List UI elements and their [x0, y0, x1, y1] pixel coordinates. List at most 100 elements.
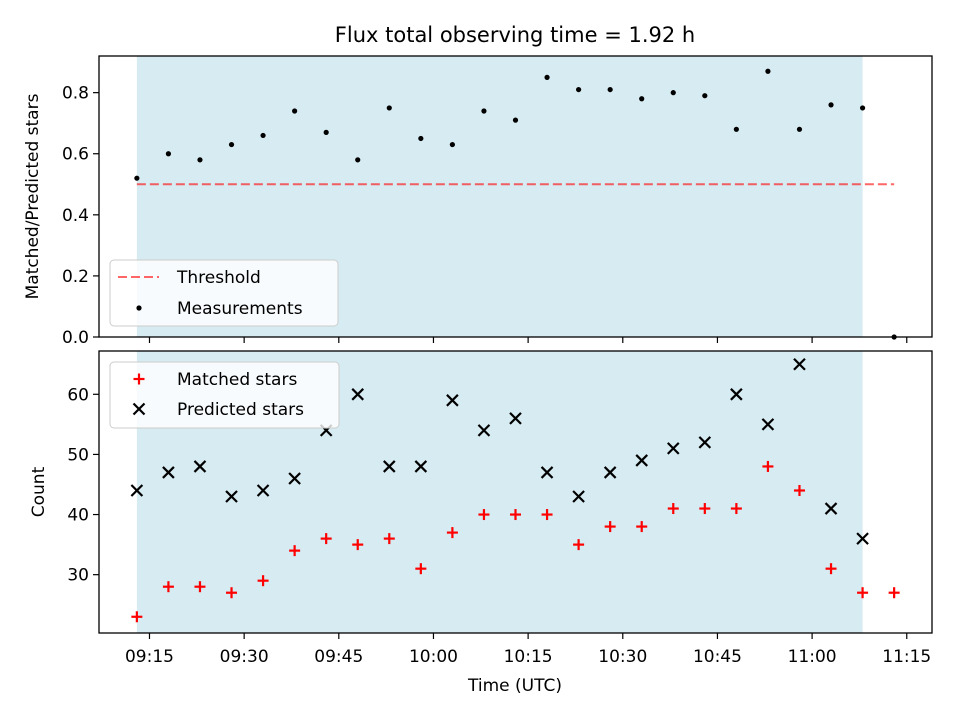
top-panel: 0.00.20.40.60.8 Matched/Predicted stars …	[23, 55, 933, 348]
legend-measurements-swatch	[136, 305, 142, 311]
x-marker-b	[698, 436, 712, 449]
matched-star-point	[762, 460, 774, 472]
predicted-star-point	[288, 472, 301, 485]
measurement-point	[292, 108, 298, 114]
legend-predicted-label: Predicted stars	[177, 400, 304, 420]
measurement-point	[323, 129, 329, 135]
measurement-point	[386, 105, 392, 111]
legend-measurements-label: Measurements	[177, 299, 303, 319]
measurement-point	[355, 157, 361, 163]
measurement-point	[639, 96, 645, 102]
predicted-star-point	[446, 394, 459, 407]
matched-star-point	[793, 484, 805, 496]
measurement-point	[418, 135, 424, 142]
x-marker-b	[540, 466, 554, 479]
measurement-point	[733, 126, 739, 132]
measurement-point	[512, 117, 519, 123]
legend-matched-swatch	[133, 373, 145, 385]
x-axis-label: Time (UTC)	[467, 676, 562, 696]
x-tick-label: 11:00	[788, 647, 837, 667]
predicted-star-point	[414, 460, 428, 473]
predicted-star-point	[540, 466, 554, 479]
x-marker-b	[824, 502, 838, 515]
measurement-point	[670, 90, 676, 96]
predicted-star-point	[130, 484, 144, 497]
y-tick-label: 40	[67, 506, 89, 526]
x-tick-label: 10:45	[693, 647, 742, 667]
bottom-x-axis: 09:15 09:30 09:45 10:00 10:15 10:30 10:45 11:00…	[125, 633, 931, 667]
x-marker-b	[635, 454, 648, 467]
bottom-panel: 30 40 50 60 09:15 09:30 09:45 10:00 10:15 10:30 1…	[29, 350, 933, 696]
predicted-star-point	[383, 460, 396, 473]
y-tick-label: 30	[67, 566, 89, 586]
x-tick-label: 09:45	[314, 647, 363, 667]
measurement-point	[859, 105, 866, 111]
predicted-star-point	[698, 436, 712, 449]
x-marker-b	[383, 460, 396, 473]
matched-star-point	[478, 509, 490, 521]
predicted-star-point	[824, 502, 838, 515]
measurement-point	[576, 86, 582, 93]
y-tick-label: 0.6	[62, 145, 89, 165]
x-marker-b	[256, 484, 270, 497]
matched-star-point	[352, 539, 364, 551]
legend-matched-marker	[133, 373, 145, 385]
predicted-star-point	[193, 460, 207, 473]
x-marker-b	[856, 532, 869, 545]
predicted-stars-series	[130, 357, 869, 545]
y-tick-label: 60	[67, 385, 89, 405]
matched-star-point	[194, 581, 206, 593]
top-y-axis: 0.0 0.2 0.4 0.6 0.8	[62, 84, 99, 348]
x-marker-b	[288, 472, 301, 485]
matched-star-point	[383, 533, 395, 545]
x-marker-b	[193, 460, 207, 473]
predicted-star-point	[635, 454, 648, 467]
matched-stars-series	[131, 460, 900, 623]
x-marker-b	[603, 466, 617, 479]
matched-star-point	[604, 521, 616, 533]
top-legend: Threshold Measurements	[109, 259, 339, 327]
x-tick-label: 11:15	[882, 647, 931, 667]
predicted-star-point	[761, 418, 775, 431]
y-tick-label: 50	[67, 445, 89, 465]
predicted-star-point	[509, 412, 522, 425]
predicted-star-point	[477, 424, 491, 437]
matched-star-point	[289, 545, 301, 557]
x-marker-b	[666, 442, 680, 455]
x-marker-b	[572, 490, 585, 503]
x-marker-b	[130, 484, 144, 497]
y-tick-label: 0.8	[62, 84, 89, 104]
bottom-legend-box	[109, 361, 340, 429]
x-marker-b	[509, 412, 522, 425]
y-tick-label: 0.4	[62, 206, 89, 226]
legend-predicted-swatch	[132, 402, 146, 416]
x-marker-b	[761, 418, 775, 431]
matched-star-point	[257, 575, 269, 587]
measurements-series	[134, 68, 897, 340]
measurement-point	[828, 102, 834, 108]
matched-star-point	[699, 503, 711, 515]
x-marker-b	[446, 394, 459, 407]
matched-star-point	[825, 563, 837, 575]
chart-title: Flux total observing time = 1.92 h	[335, 23, 695, 47]
matched-star-point	[320, 533, 332, 545]
measurement-point	[260, 132, 266, 139]
x-marker-b	[477, 424, 491, 437]
measurement-point	[796, 126, 803, 132]
measurement-point	[197, 157, 203, 163]
x-tick-label: 10:15	[504, 647, 553, 667]
predicted-star-point	[351, 388, 365, 401]
predicted-star-point	[856, 532, 869, 545]
measurement-point	[449, 141, 455, 148]
matched-star-point	[541, 509, 553, 521]
x-marker-b	[225, 490, 238, 503]
x-marker-b	[730, 388, 743, 401]
x-tick-label: 10:00	[409, 647, 458, 667]
predicted-star-point	[225, 490, 238, 503]
matched-star-point	[888, 587, 900, 599]
legend-threshold-label: Threshold	[176, 268, 261, 288]
matched-star-point	[131, 611, 143, 623]
top-x-ticks	[148, 337, 908, 343]
measurement-point	[165, 151, 172, 157]
